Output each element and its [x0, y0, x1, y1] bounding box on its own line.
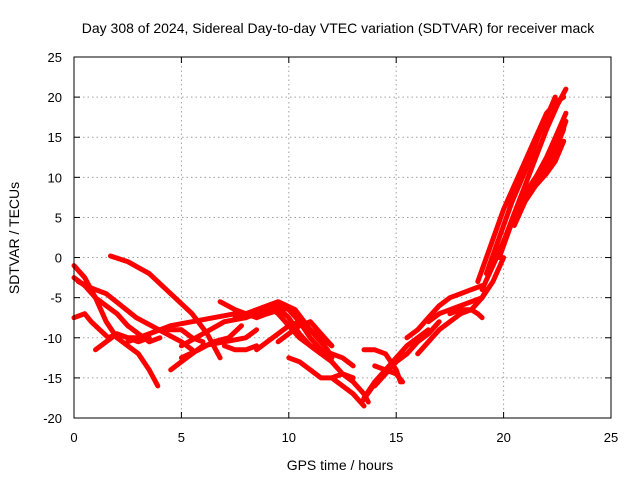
x-tick-label: 15 [389, 430, 403, 445]
chart-title: Day 308 of 2024, Sidereal Day-to-day VTE… [82, 20, 595, 36]
y-tick-label: 25 [48, 50, 62, 65]
x-tick-label: 25 [604, 430, 618, 445]
y-tick-label: 10 [48, 170, 62, 185]
series-line-track-29 [447, 307, 485, 321]
y-tick-label: 15 [48, 130, 62, 145]
y-tick-label: -15 [43, 371, 62, 386]
series-line-track-7 [125, 311, 249, 345]
series-line-track-36 [511, 138, 567, 228]
series-line-track-23 [372, 319, 442, 389]
series-line-track-9 [178, 323, 244, 361]
x-tick-label: 5 [178, 430, 185, 445]
x-tick-label: 20 [496, 430, 510, 445]
x-axis-label: GPS time / hours [287, 457, 394, 473]
plot-frame [73, 56, 612, 419]
series-layer [71, 86, 569, 409]
y-axis-label: SDTVAR / TECUs [6, 182, 22, 294]
series-line-track-15 [275, 319, 335, 349]
tick-layer: 0 5 10 15 20 25 -20 -15 -10 -5 0 5 10 15 20 25 [43, 50, 618, 445]
series-line-track-3 [75, 279, 195, 353]
series-line-track-12 [221, 343, 260, 353]
y-tick-label: 5 [55, 210, 62, 225]
series-line-track-22 [361, 327, 431, 401]
grid-layer [74, 57, 611, 418]
y-tick-label: -10 [43, 331, 62, 346]
series-line-track-18 [264, 307, 335, 361]
series-line-track-28 [425, 255, 507, 325]
series-line-track-27 [404, 283, 485, 341]
y-tick-label: -5 [50, 291, 62, 306]
y-tick-label: -20 [43, 411, 62, 426]
series-line-track-35 [501, 126, 567, 244]
y-tick-label: 20 [48, 90, 62, 105]
series-line-track-20 [329, 375, 367, 409]
series-line-track-32 [483, 94, 558, 277]
x-tick-label: 10 [282, 430, 296, 445]
y-tick-label: 0 [55, 251, 62, 266]
x-tick-label: 0 [70, 430, 77, 445]
series-line-track-16 [275, 303, 356, 369]
series-line-track-5 [93, 331, 152, 353]
series-line-track-25 [372, 363, 406, 385]
